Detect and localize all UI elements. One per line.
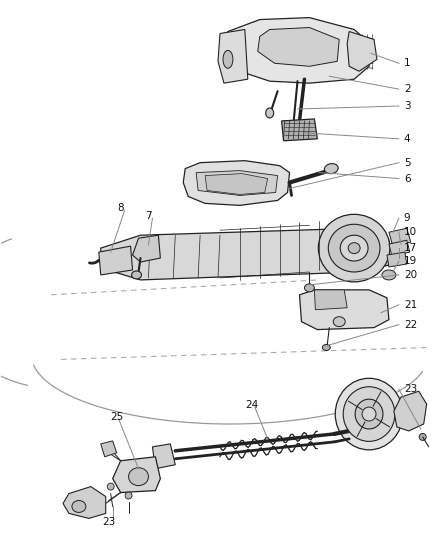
Ellipse shape	[131, 271, 141, 279]
Polygon shape	[218, 29, 248, 83]
Polygon shape	[152, 444, 175, 469]
Text: 8: 8	[117, 204, 124, 213]
Text: 3: 3	[404, 101, 410, 111]
Polygon shape	[389, 228, 411, 246]
Polygon shape	[63, 487, 106, 519]
Ellipse shape	[325, 164, 338, 174]
Ellipse shape	[335, 378, 403, 450]
Ellipse shape	[223, 51, 233, 68]
Text: 4: 4	[404, 134, 410, 144]
Polygon shape	[99, 246, 133, 275]
Text: 10: 10	[404, 227, 417, 237]
Text: 5: 5	[404, 158, 410, 168]
Ellipse shape	[340, 235, 368, 261]
Ellipse shape	[333, 317, 345, 327]
Text: 19: 19	[404, 256, 417, 266]
Text: 20: 20	[404, 270, 417, 280]
Polygon shape	[220, 18, 374, 83]
Polygon shape	[101, 228, 389, 280]
Ellipse shape	[355, 399, 383, 429]
Text: 17: 17	[404, 243, 417, 253]
Text: 6: 6	[404, 174, 410, 183]
Text: 1: 1	[404, 58, 410, 68]
Text: 25: 25	[110, 412, 123, 422]
Ellipse shape	[266, 108, 274, 118]
Polygon shape	[389, 240, 410, 256]
Polygon shape	[387, 252, 407, 267]
Ellipse shape	[304, 284, 314, 292]
Ellipse shape	[343, 387, 395, 441]
Ellipse shape	[322, 344, 330, 351]
Polygon shape	[205, 174, 268, 195]
Ellipse shape	[125, 492, 132, 499]
Text: 23: 23	[404, 384, 417, 394]
Text: 22: 22	[404, 320, 417, 329]
Polygon shape	[101, 441, 117, 457]
Ellipse shape	[129, 468, 148, 486]
Text: 21: 21	[404, 300, 417, 310]
Ellipse shape	[348, 243, 360, 254]
Ellipse shape	[362, 407, 376, 421]
Text: 2: 2	[404, 84, 410, 94]
Ellipse shape	[419, 433, 426, 440]
Polygon shape	[133, 235, 160, 262]
Ellipse shape	[328, 224, 380, 272]
Ellipse shape	[72, 500, 86, 512]
Polygon shape	[196, 171, 278, 196]
Polygon shape	[183, 160, 290, 205]
Text: 23: 23	[102, 518, 115, 527]
Text: 9: 9	[404, 213, 410, 223]
Text: 24: 24	[245, 400, 258, 410]
Ellipse shape	[318, 214, 390, 282]
Ellipse shape	[382, 270, 396, 280]
Text: 7: 7	[145, 211, 152, 221]
Polygon shape	[394, 391, 427, 431]
Polygon shape	[282, 119, 318, 141]
Polygon shape	[347, 31, 377, 71]
Polygon shape	[113, 457, 160, 492]
Ellipse shape	[107, 483, 114, 490]
Polygon shape	[314, 290, 347, 310]
Polygon shape	[300, 290, 389, 329]
Polygon shape	[258, 28, 339, 66]
